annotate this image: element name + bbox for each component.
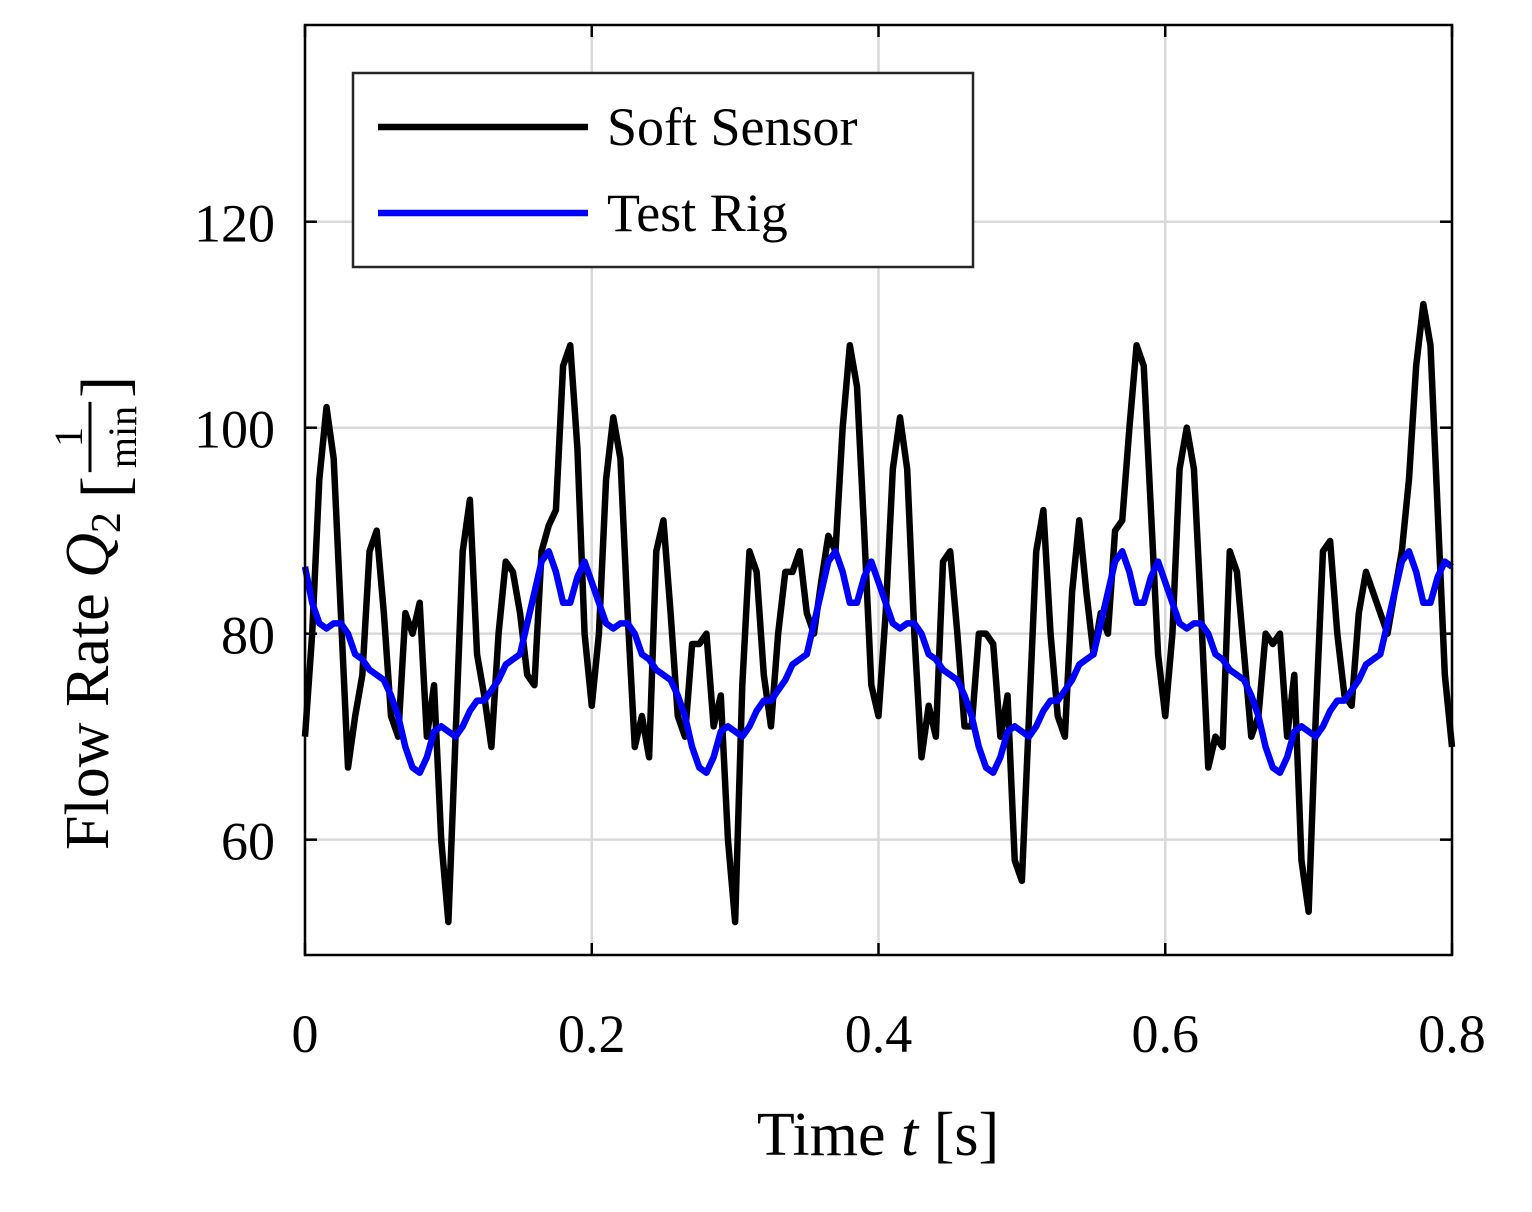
x-tick-label: 0 [292,1004,319,1064]
y-label-main: Flow Rate Q2 [54,512,130,850]
x-tick-label: 0.8 [1418,1004,1486,1064]
y-label-denominator: min [100,406,145,468]
y-label-text: Flow Rate [54,578,122,850]
y-label-bracket: ] [68,376,141,398]
legend-label: Test Rig [607,183,788,243]
y-axis-label: Flow Rate Q2 [ 1 min ] [46,376,145,850]
y-label-sub: 2 [84,512,130,533]
x-axis-label: Time t [s] [757,1101,999,1169]
legend: Soft Sensor Test Rig [351,71,975,269]
x-label-var: t [901,1101,920,1169]
data-line [301,548,1454,776]
x-tick-label: 0.4 [845,1004,913,1064]
legend-label: Soft Sensor [607,97,858,157]
y-tick-label: 80 [221,606,275,666]
x-tick-label: 0.2 [558,1004,626,1064]
data-line [301,300,1456,926]
x-label-text: Time [757,1101,901,1169]
x-label-unit: [s] [918,1101,999,1169]
y-label-var: Q [54,533,122,578]
plot-area: 60 80 100 120 0 0.2 0.4 0.6 0.8 Soft Sensor Test R… [194,23,1486,1064]
y-tick-label: 120 [194,194,275,254]
legend-box [351,71,975,269]
y-tick-label: 100 [194,400,275,460]
y-label-numerator: 1 [46,427,91,447]
y-tick-label: 60 [221,812,275,872]
x-tick-label: 0.6 [1132,1004,1200,1064]
y-label-bracket: [ [68,476,141,498]
